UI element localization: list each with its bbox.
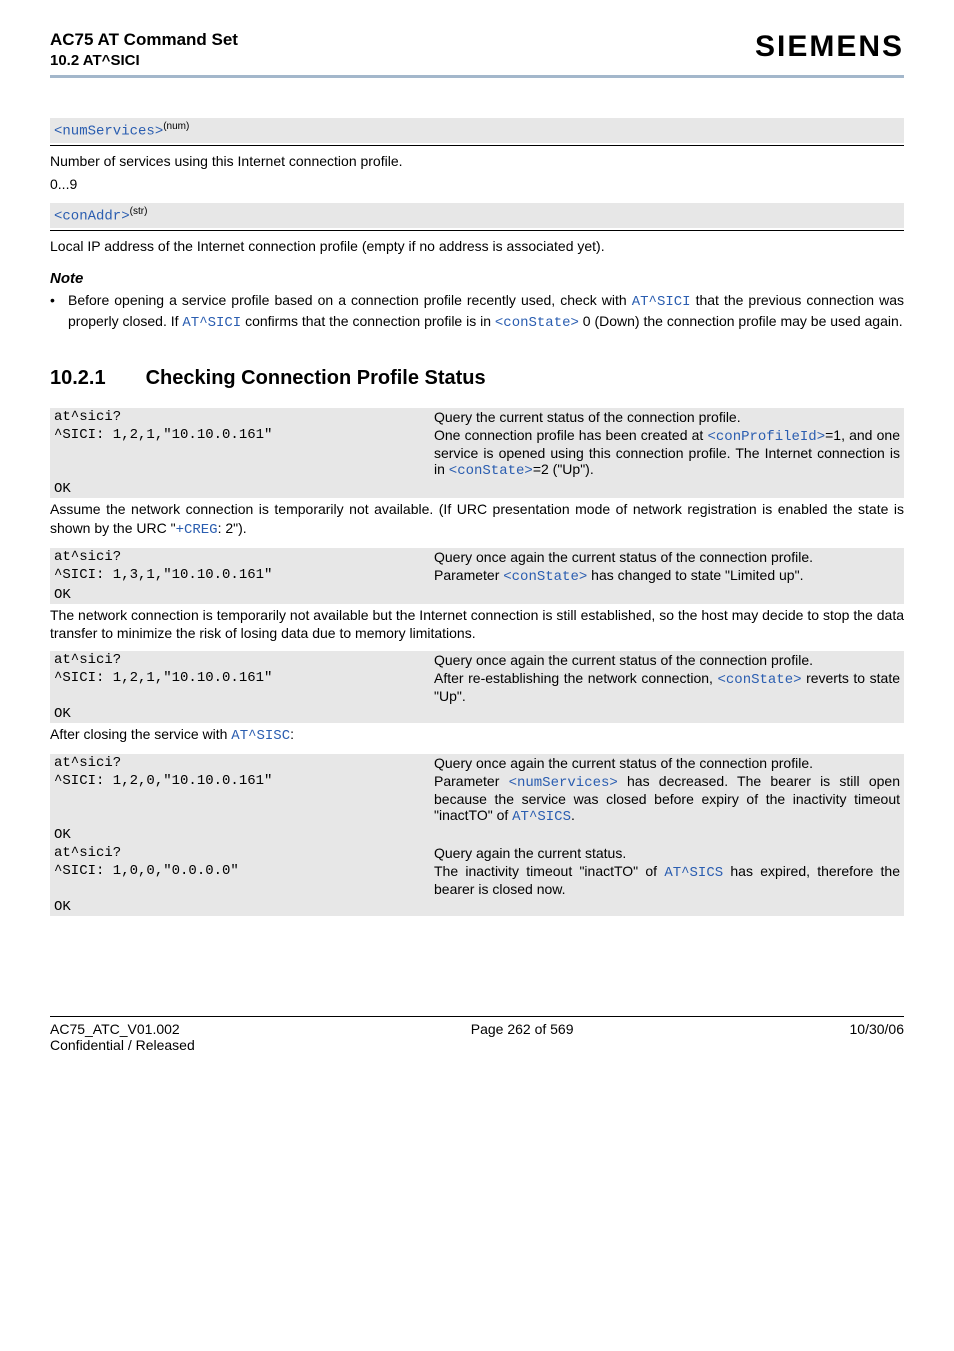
param-ref: <conState> [495, 315, 579, 331]
text: : 2"). [218, 520, 247, 536]
param-range: 0...9 [50, 175, 904, 194]
param-sup: (str) [130, 206, 148, 217]
footer-left2: Confidential / Released [50, 1037, 195, 1053]
cmd-desc: Parameter <numServices> has decreased. T… [434, 773, 900, 825]
cmd: ^SICI: 1,2,1,"10.10.0.161" [54, 427, 434, 479]
divider [50, 145, 904, 146]
header-divider [50, 75, 904, 78]
example-block: at^sici? Query once again the current st… [50, 754, 904, 916]
page-footer: AC75_ATC_V01.002 Confidential / Released… [50, 1016, 904, 1053]
cmd: at^sici? [54, 549, 434, 565]
param-sup: (num) [163, 121, 189, 132]
cmd: ^SICI: 1,2,1,"10.10.0.161" [54, 670, 434, 704]
section-heading: 10.2.1 Checking Connection Profile Statu… [50, 367, 904, 390]
cmd-desc: One connection profile has been created … [434, 427, 900, 479]
param-ref: <conState> [718, 672, 802, 688]
text: After closing the service with [50, 726, 231, 742]
cmd-desc: The inactivity timeout "inactTO" of AT^S… [434, 863, 900, 897]
example-block: at^sici? Query once again the current st… [50, 651, 904, 723]
divider [50, 230, 904, 231]
param-desc: Number of services using this Internet c… [50, 152, 904, 171]
cmd-desc: Query once again the current status of t… [434, 755, 900, 771]
cmd: OK [54, 587, 434, 603]
doc-title: AC75 AT Command Set [50, 30, 238, 50]
text: Before opening a service profile based o… [68, 292, 632, 308]
cmd-desc: Query the current status of the connecti… [434, 409, 900, 425]
text: =2 ("Up"). [533, 461, 594, 477]
cmd-ref: AT^SICI [182, 315, 241, 331]
cmd: OK [54, 706, 434, 722]
text: Parameter [434, 773, 509, 789]
cmd-desc: Query again the current status. [434, 845, 900, 861]
cmd: at^sici? [54, 409, 434, 425]
cmd-desc: After re-establishing the network connec… [434, 670, 900, 704]
cmd: OK [54, 481, 434, 497]
cmd: at^sici? [54, 755, 434, 771]
text: : [290, 726, 294, 742]
param-desc: Local IP address of the Internet connect… [50, 237, 904, 256]
text: One connection profile has been created … [434, 427, 707, 443]
param-ref: <conState> [449, 463, 533, 479]
param-name: <conAddr> [54, 209, 130, 225]
cmd-desc: Parameter <conState> has changed to stat… [434, 567, 900, 585]
text: confirms that the connection profile is … [241, 313, 495, 329]
paragraph: After closing the service with AT^SISC: [50, 725, 904, 746]
cmd: ^SICI: 1,3,1,"10.10.0.161" [54, 567, 434, 585]
cmd: ^SICI: 1,0,0,"0.0.0.0" [54, 863, 434, 897]
text: After re-establishing the network connec… [434, 670, 718, 686]
section-number: 10.2.1 [50, 367, 106, 390]
text: The inactivity timeout "inactTO" of [434, 863, 664, 879]
cmd: at^sici? [54, 845, 434, 861]
cmd-desc: Query once again the current status of t… [434, 652, 900, 668]
paragraph: Assume the network connection is tempora… [50, 500, 904, 540]
brand-logo: SIEMENS [755, 30, 904, 64]
footer-left: AC75_ATC_V01.002 [50, 1021, 195, 1037]
paragraph: The network connection is temporarily no… [50, 606, 904, 644]
cmd-ref: AT^SICS [664, 865, 723, 881]
example-block: at^sici? Query the current status of the… [50, 408, 904, 498]
param-name: <numServices> [54, 124, 163, 140]
note-title: Note [50, 270, 904, 287]
example-block: at^sici? Query once again the current st… [50, 548, 904, 604]
param-ref: <conState> [503, 569, 587, 585]
page-header: AC75 AT Command Set 10.2 AT^SICI SIEMENS [50, 30, 904, 69]
doc-subtitle: 10.2 AT^SICI [50, 52, 238, 69]
cmd: at^sici? [54, 652, 434, 668]
param-ref: <numServices> [509, 775, 618, 791]
footer-center: Page 262 of 569 [471, 1021, 574, 1053]
cmd-desc: Query once again the current status of t… [434, 549, 900, 565]
cmd: OK [54, 899, 434, 915]
cmd: OK [54, 827, 434, 843]
cmd: ^SICI: 1,2,0,"10.10.0.161" [54, 773, 434, 825]
cmd-ref: AT^SISC [231, 728, 290, 744]
cmd-ref: +CREG [176, 522, 218, 538]
section-title: Checking Connection Profile Status [146, 367, 486, 390]
text: 0 (Down) the connection profile may be u… [579, 313, 903, 329]
cmd-ref: AT^SICS [512, 809, 571, 825]
param-ref: <conProfileId> [707, 429, 825, 445]
param-numservices: <numServices>(num) [50, 118, 904, 143]
text: has changed to state "Limited up". [587, 567, 803, 583]
cmd-ref: AT^SICI [632, 294, 691, 310]
param-conaddr: <conAddr>(str) [50, 203, 904, 228]
note-bullet: • Before opening a service profile based… [50, 291, 904, 333]
text: Parameter [434, 567, 503, 583]
footer-right: 10/30/06 [850, 1021, 905, 1053]
text: . [571, 807, 575, 823]
